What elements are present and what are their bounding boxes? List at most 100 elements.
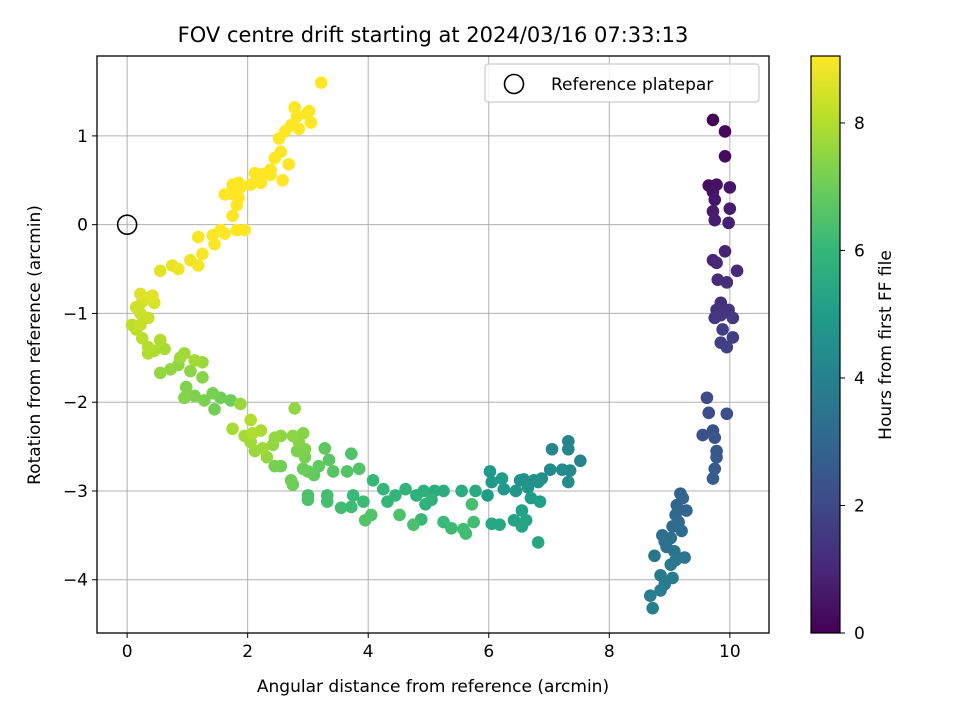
y-tick-label: −4 [63, 571, 88, 591]
data-point [515, 504, 529, 517]
data-point [710, 256, 723, 270]
data-point [531, 536, 545, 549]
data-point [274, 145, 288, 159]
data-point [531, 475, 545, 489]
data-point [720, 407, 734, 421]
data-point [286, 478, 300, 492]
data-point [226, 209, 239, 223]
data-point [445, 521, 458, 535]
data-point [188, 354, 201, 367]
data-point [340, 465, 354, 478]
data-point [146, 289, 159, 302]
data-point [197, 394, 211, 407]
data-point [720, 276, 734, 289]
data-point [393, 508, 406, 522]
data-point [467, 515, 480, 529]
colorbar-tick-label: 6 [854, 241, 865, 261]
x-tick-label: 4 [363, 642, 374, 662]
data-point [244, 178, 257, 192]
x-tick-label: 8 [604, 642, 615, 662]
data-point [706, 472, 720, 485]
data-point [322, 453, 336, 467]
data-point [708, 462, 722, 476]
plot-frame [96, 55, 770, 634]
data-point [296, 426, 310, 440]
data-point [722, 216, 735, 230]
data-point [358, 513, 372, 527]
data-point [248, 166, 262, 180]
data-point [164, 363, 177, 376]
data-point [206, 387, 220, 400]
colorbar [810, 55, 841, 634]
data-point [708, 213, 722, 227]
data-point [726, 331, 740, 344]
data-point [555, 463, 569, 476]
data-point [226, 422, 239, 436]
data-point [178, 347, 191, 360]
data-point [410, 489, 423, 502]
data-point [232, 191, 245, 205]
data-point [282, 157, 295, 171]
data-point [648, 549, 661, 563]
x-axis-ticks: 0 2 4 6 8 10 [122, 633, 741, 662]
data-point [268, 431, 282, 445]
data-point [254, 176, 268, 190]
legend-reference-marker-icon [503, 73, 525, 95]
data-point [465, 497, 479, 511]
legend-label: Reference platepar [551, 75, 713, 95]
y-tick-label: 1 [77, 127, 88, 147]
data-point [562, 475, 575, 489]
data-point [153, 264, 167, 278]
data-point [286, 429, 300, 443]
y-tick-label: −2 [63, 393, 88, 413]
colorbar-tick-label: 2 [854, 496, 865, 516]
data-point [134, 287, 147, 301]
data-point [706, 113, 720, 127]
y-tick-label: −3 [63, 482, 88, 502]
data-point [469, 484, 482, 498]
data-point [718, 150, 732, 163]
chart-title: FOV centre drift starting at 2024/03/16 … [178, 23, 689, 47]
data-point [708, 431, 722, 445]
data-point [376, 482, 390, 496]
legend: Reference platepar [484, 63, 760, 103]
data-point [256, 442, 270, 455]
data-point [696, 428, 710, 442]
data-point [643, 589, 657, 603]
data-point [543, 463, 557, 476]
x-tick-label: 6 [483, 642, 494, 662]
data-point [509, 484, 523, 498]
data-point [483, 465, 497, 478]
data-point [726, 311, 740, 325]
x-tick-label: 10 [719, 642, 741, 662]
data-point [493, 518, 506, 532]
data-point [196, 371, 209, 384]
data-point [268, 459, 282, 473]
data-point [357, 495, 370, 508]
data-point [304, 116, 318, 129]
data-point [419, 497, 432, 511]
data-point [345, 500, 358, 514]
data-point [702, 406, 716, 420]
data-point [670, 498, 684, 512]
data-point [399, 482, 412, 496]
data-point [153, 333, 167, 347]
data-point [723, 181, 737, 194]
data-point [562, 442, 575, 456]
data-point [680, 504, 693, 517]
data-point [495, 472, 509, 485]
data-point [366, 474, 380, 487]
data-point [708, 193, 722, 207]
colorbar-label: Hours from first FF file [876, 250, 896, 440]
colorbar-tick-label: 4 [854, 369, 865, 389]
data-point [730, 264, 744, 278]
data-point [718, 125, 732, 138]
data-point [296, 462, 310, 476]
data-point [455, 484, 468, 498]
data-point [481, 489, 494, 502]
data-point [179, 380, 193, 394]
legend-box [484, 63, 760, 103]
data-point [675, 524, 688, 538]
data-point [320, 495, 334, 508]
data-point [718, 244, 732, 258]
